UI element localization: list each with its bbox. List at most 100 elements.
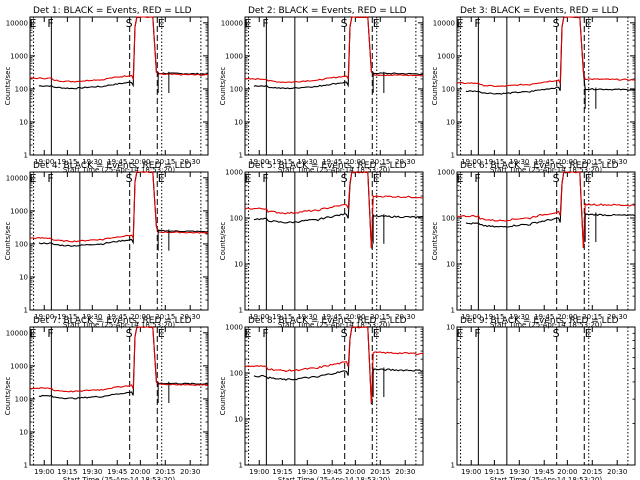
x-tick-label: 19:15 [57, 468, 77, 476]
x-axis-label: Start Time (25-Apr-14 18:53:20) [63, 166, 175, 174]
plot-frame [456, 16, 636, 156]
x-tick-label: 20:15 [155, 468, 175, 476]
y-axis-label: Counts/sec [431, 222, 439, 261]
x-tick-label: 19:00 [461, 468, 481, 476]
y-tick-label: 100 [15, 240, 28, 248]
marker-label: S [126, 17, 133, 30]
x-tick-label: 19:15 [272, 158, 292, 166]
plot-frame [29, 326, 209, 466]
panel-title: Det 2: BLACK = Events, RED = LLD [248, 6, 407, 16]
marker-label: E [245, 17, 252, 30]
y-axis-label: Counts/sec [4, 377, 12, 416]
x-tick-label: 19:30 [82, 468, 102, 476]
x-tick-label: 20:30 [395, 313, 415, 321]
y-tick-label: 100 [15, 395, 28, 403]
marker-label: S [126, 327, 133, 340]
panel-title: Det 3: BLACK = Events, RED = LLD [460, 6, 619, 16]
marker-label: F [262, 17, 268, 30]
x-tick-label: 20:30 [607, 313, 627, 321]
y-axis-label: Counts/sec [219, 377, 227, 416]
panel-title: Det 8: BLACK = Events, RED = LLD [248, 316, 407, 326]
x-tick-label: 20:30 [607, 158, 627, 166]
x-tick-label: 20:15 [370, 313, 390, 321]
detector-panel-1: Det 1: BLACK = Events, RED = LLD 1 10 100 10… [4, 6, 209, 174]
y-axis-label: Counts/sec [431, 67, 439, 106]
x-axis-label: Start Time (25-Apr-14 18:53:20) [490, 476, 602, 480]
series-events-line [253, 326, 424, 405]
x-tick-label: 20:15 [155, 158, 175, 166]
y-tick-label: 10 [446, 261, 455, 269]
x-tick-label: 20:00 [130, 468, 150, 476]
x-tick-label: 19:00 [249, 158, 269, 166]
x-tick-label: 19:30 [82, 313, 102, 321]
x-tick-label: 20:30 [395, 468, 415, 476]
marker-label: E [158, 172, 165, 185]
y-tick-label: 100 [230, 370, 243, 378]
y-tick-label: 1 [24, 462, 28, 470]
x-axis-label: Start Time (25-Apr-14 18:53:20) [490, 166, 602, 174]
marker-label: E [585, 17, 592, 30]
y-tick-label: 100 [15, 85, 28, 93]
series-events-line [38, 326, 209, 400]
y-tick-label: 10 [446, 324, 455, 332]
series-lld-line [244, 326, 424, 404]
x-tick-label: 20:00 [345, 158, 365, 166]
x-tick-label: 19:45 [322, 468, 342, 476]
y-axis-label: Counts/sec [219, 222, 227, 261]
x-tick-label: 19:45 [534, 468, 554, 476]
detector-panel-9: Det 9: BLACK = Events, RED = LLD 1 10 19:00… [446, 316, 636, 480]
series-lld-line [244, 171, 424, 249]
panel-title: Det 1: BLACK = Events, RED = LLD [33, 6, 192, 16]
marker-label: E [245, 172, 252, 185]
y-tick-label: 1000 [10, 362, 28, 370]
plot-frame [29, 171, 209, 311]
series-events-line [253, 171, 423, 249]
y-tick-label: 10 [234, 118, 243, 126]
x-tick-label: 19:15 [57, 313, 77, 321]
y-tick-label: 10 [19, 118, 28, 126]
series-events-line [253, 16, 424, 90]
plot-frame [456, 171, 636, 311]
series-lld-line [29, 16, 209, 83]
x-tick-label: 19:15 [272, 468, 292, 476]
marker-label: F [474, 327, 480, 340]
x-tick-label: 20:15 [582, 468, 602, 476]
y-tick-label: 100 [442, 215, 455, 223]
x-tick-label: 19:15 [57, 158, 77, 166]
y-tick-label: 1 [451, 307, 455, 315]
x-axis-label: Start Time (25-Apr-14 18:53:20) [278, 476, 390, 480]
marker-label: E [30, 327, 37, 340]
y-tick-label: 10000 [6, 174, 28, 182]
panel-title: Det 6: BLACK = Events, RED = LLD [460, 161, 619, 171]
y-tick-label: 100 [230, 215, 243, 223]
marker-label: F [474, 17, 480, 30]
marker-label: E [373, 172, 380, 185]
marker-label: F [474, 172, 480, 185]
x-tick-label: 20:00 [557, 313, 577, 321]
marker-label: E [373, 17, 380, 30]
x-tick-label: 19:45 [107, 158, 127, 166]
marker-label: E [457, 17, 464, 30]
y-tick-label: 1000 [225, 324, 243, 332]
series-events-line [38, 171, 209, 247]
x-axis-label: Start Time (25-Apr-14 18:53:20) [278, 166, 390, 174]
y-axis-label: Counts/sec [219, 67, 227, 106]
y-tick-label: 100 [442, 85, 455, 93]
series-lld-line [29, 171, 209, 243]
detector-panel-2: Det 2: BLACK = Events, RED = LLD 1 10 100 10… [219, 6, 424, 174]
marker-label: E [585, 327, 592, 340]
y-tick-label: 10 [446, 118, 455, 126]
x-tick-label: 20:00 [130, 313, 150, 321]
x-axis-label: Start Time (25-Apr-14 18:53:20) [63, 476, 175, 480]
y-tick-label: 10 [19, 273, 28, 281]
detector-panel-6: Det 6: BLACK = Events, RED = LLD 1 10 100 10… [431, 161, 636, 329]
x-tick-label: 19:00 [34, 313, 54, 321]
y-tick-label: 1 [451, 152, 455, 160]
y-axis-label: Counts/sec [4, 67, 12, 106]
marker-label: F [47, 327, 53, 340]
x-tick-label: 19:45 [534, 158, 554, 166]
x-tick-label: 19:30 [82, 158, 102, 166]
x-tick-label: 20:15 [370, 158, 390, 166]
marker-label: F [47, 17, 53, 30]
